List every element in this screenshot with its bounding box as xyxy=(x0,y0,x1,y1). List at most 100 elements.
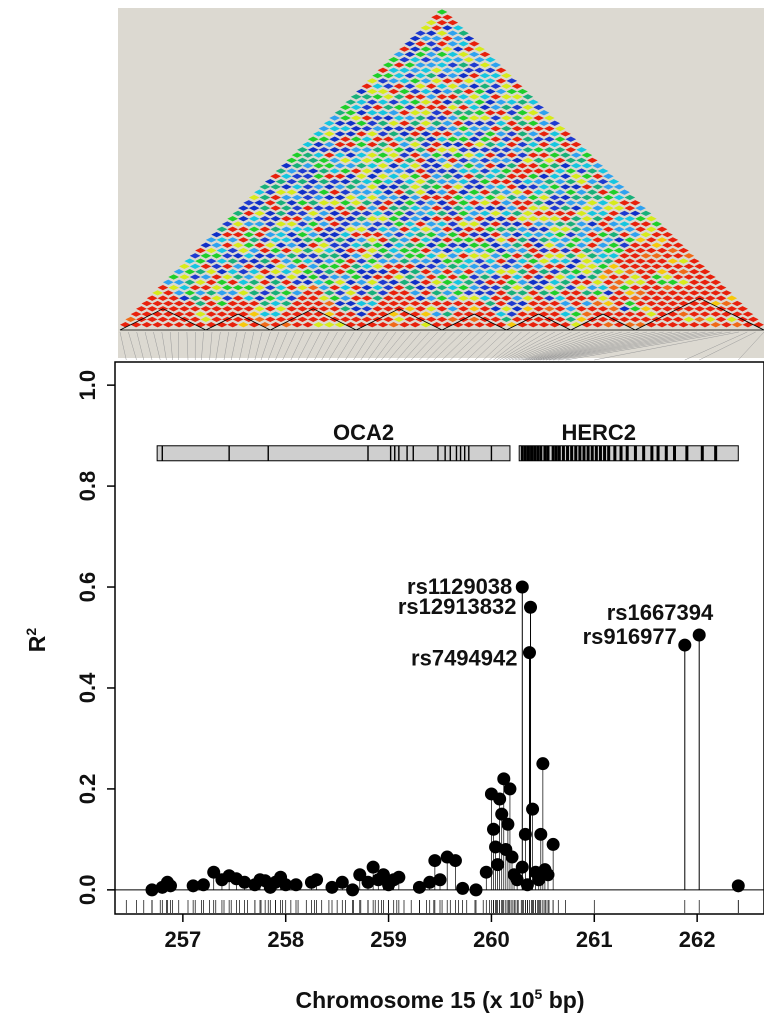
ld-cell xyxy=(399,163,410,169)
snp-label: rs1129038 xyxy=(407,574,512,599)
ld-cell xyxy=(468,104,480,111)
ld-cell xyxy=(200,253,212,259)
snp-label: rs7494942 xyxy=(411,646,517,671)
ld-cell xyxy=(468,125,480,132)
ld-cell xyxy=(549,247,561,254)
ld-cell xyxy=(533,200,544,206)
ld-cell xyxy=(431,290,442,296)
ld-cell xyxy=(619,274,630,280)
ld-cell xyxy=(415,136,426,142)
ld-cell xyxy=(329,136,341,142)
ld-cell xyxy=(592,226,603,232)
ld-cell xyxy=(549,131,561,137)
ld-cell xyxy=(549,279,561,285)
ld-cell xyxy=(619,200,630,206)
data-point xyxy=(505,850,519,864)
ld-cell xyxy=(495,279,507,285)
ld-connector-line xyxy=(306,331,321,361)
ld-cell xyxy=(361,253,373,259)
ld-cell xyxy=(517,279,528,285)
ld-cell xyxy=(372,200,383,206)
ld-cell xyxy=(458,242,469,248)
ld-cell xyxy=(345,300,357,307)
ld-cell xyxy=(425,263,437,270)
ld-cell xyxy=(570,173,582,179)
ld-cell xyxy=(382,316,394,323)
ld-cell xyxy=(581,237,593,243)
ld-cell xyxy=(511,210,523,217)
ld-cell xyxy=(490,274,502,280)
ld-connector-line xyxy=(529,331,639,361)
ld-cell xyxy=(329,263,341,270)
ld-cell xyxy=(495,110,507,116)
ld-cell xyxy=(527,247,539,254)
ld-cell xyxy=(635,216,646,222)
ld-cell xyxy=(297,316,308,323)
ld-cell xyxy=(254,189,265,195)
ld-cell xyxy=(554,316,566,323)
ld-cell xyxy=(452,205,464,211)
ld-cell xyxy=(533,189,544,195)
ld-cell xyxy=(543,242,555,248)
ld-cell xyxy=(581,247,593,254)
ld-cell xyxy=(205,247,217,254)
ld-cell xyxy=(533,274,544,280)
ld-cell xyxy=(393,253,405,259)
ld-cell xyxy=(522,221,534,227)
ld-cell xyxy=(603,290,614,296)
ld-cell xyxy=(372,94,383,100)
ld-cell xyxy=(597,200,609,206)
ld-cell xyxy=(517,88,528,95)
ld-cell xyxy=(484,110,496,116)
ld-cell xyxy=(619,221,630,227)
ld-cell xyxy=(157,295,169,301)
ld-connector-line xyxy=(144,331,153,361)
ld-cell xyxy=(452,290,464,296)
ld-cell xyxy=(415,168,426,174)
ld-cell xyxy=(168,284,180,291)
ld-cell xyxy=(200,295,212,301)
ld-cell xyxy=(425,41,437,47)
ld-cell xyxy=(447,221,459,227)
ld-cell xyxy=(576,189,587,195)
ld-cell xyxy=(597,242,609,248)
ld-cell xyxy=(501,147,512,153)
ld-cell xyxy=(506,163,518,169)
ld-cell xyxy=(463,141,475,148)
ld-connector-line xyxy=(367,331,388,361)
ld-cell xyxy=(506,173,518,179)
ld-cell xyxy=(511,178,523,185)
ld-cell xyxy=(522,253,534,259)
ld-cell xyxy=(586,253,598,259)
ld-cell xyxy=(721,300,732,307)
ld-cell xyxy=(388,258,400,264)
ld-cell xyxy=(495,163,507,169)
ld-cell xyxy=(254,306,265,312)
ld-cell xyxy=(329,178,341,185)
ld-cell xyxy=(506,110,518,116)
ld-cell xyxy=(694,263,705,270)
ld-cell xyxy=(560,163,571,169)
ld-cell xyxy=(313,290,324,296)
ld-cell xyxy=(597,284,609,291)
ld-cell xyxy=(484,57,496,63)
ld-cell xyxy=(560,152,571,158)
ld-cell xyxy=(270,173,281,179)
ld-connector-line xyxy=(542,331,689,361)
ld-cell xyxy=(291,184,303,190)
ld-cell xyxy=(329,221,341,227)
ld-cell xyxy=(281,163,292,169)
ld-cell xyxy=(608,200,620,206)
ld-cell xyxy=(431,258,442,264)
ld-cell xyxy=(307,231,319,238)
ld-cell xyxy=(527,163,539,169)
ld-cell xyxy=(254,263,265,270)
ld-cell xyxy=(431,237,442,243)
ld-cell xyxy=(468,83,480,89)
data-point xyxy=(501,817,515,831)
ld-cell xyxy=(431,173,442,179)
ld-cell xyxy=(522,200,534,206)
ld-cell xyxy=(307,274,319,280)
ld-cell xyxy=(345,247,357,254)
ld-cell xyxy=(452,120,464,126)
